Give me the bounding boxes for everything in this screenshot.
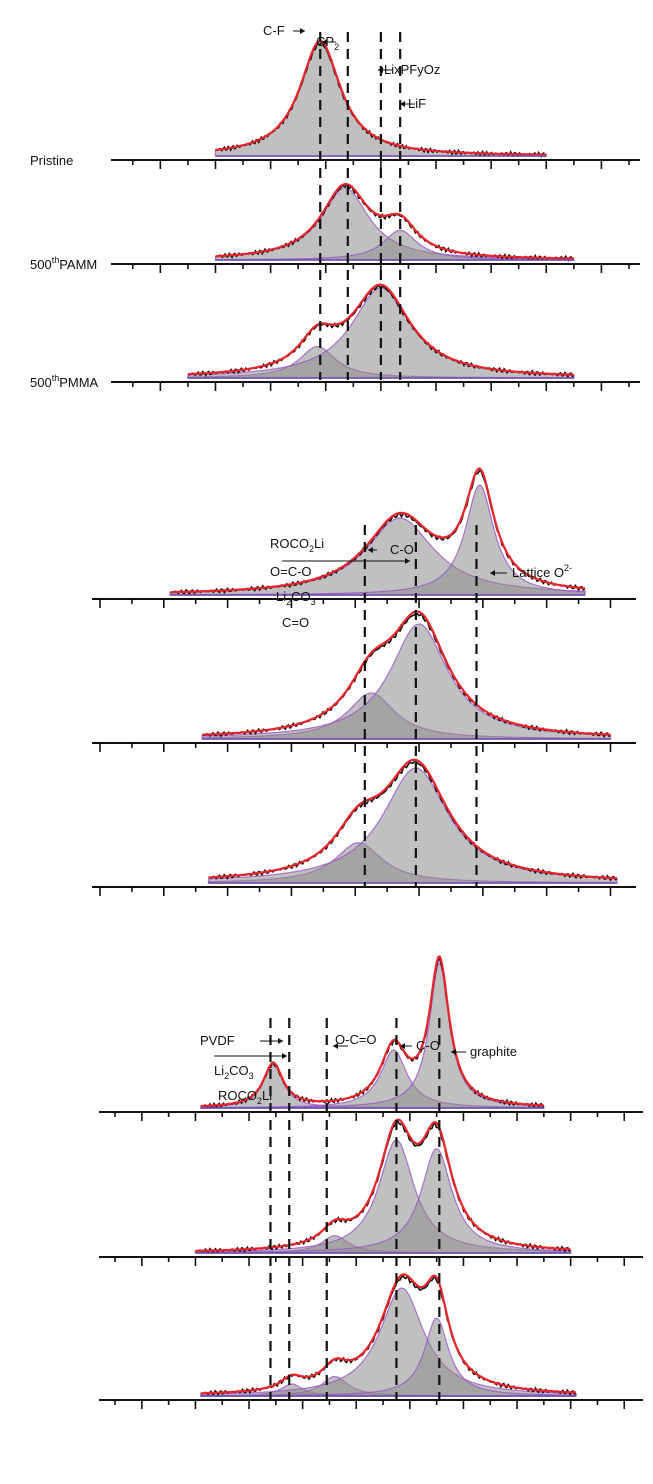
fit-envelope (202, 610, 611, 736)
peak-annotation: Li2CO3 (214, 1063, 254, 1081)
annotation-text: O=C-O (270, 564, 312, 579)
annotation-arrowhead (282, 1053, 287, 1059)
annotation-arrowhead (400, 1043, 405, 1049)
peak-annotation: Li2CO3 (276, 589, 316, 607)
annotation-text: graphite (470, 1044, 517, 1059)
sample-label-sup: th (52, 373, 60, 383)
annotation-text: C-F (263, 23, 285, 38)
sample-label-suffix: PAMM (59, 257, 97, 272)
sample-label-suffix: PMMA (59, 375, 98, 390)
annotation-arrowhead (400, 101, 405, 107)
annotation-text: O-C=O (335, 1032, 377, 1047)
annotation-arrowhead (490, 570, 495, 576)
peak-annotation: O-C=O (335, 1032, 377, 1047)
annotation-sub: 2 (224, 1071, 229, 1081)
annotation-sub: 2 (309, 544, 314, 554)
fit-envelope (170, 467, 586, 594)
fit-envelope (187, 283, 574, 376)
peak-annotation: Lattice O2- (512, 563, 572, 580)
annotation-tail: Li (314, 536, 324, 551)
peak-annotation: C-O (416, 1038, 440, 1053)
annotation-arrowhead (451, 1049, 456, 1055)
annotation-arrowhead (333, 1043, 338, 1049)
annotation-tail: Li (262, 1088, 272, 1103)
sample-label-sup: th (52, 255, 60, 265)
annotation-text: LixPFyOz (384, 62, 440, 77)
annotation-arrowhead (405, 558, 410, 564)
fit-envelope (200, 955, 544, 1108)
sample-label-number: 500 (30, 257, 52, 272)
fit-envelope (215, 183, 574, 260)
peak-annotation: LixPFyOz (384, 62, 440, 77)
component-peak (207, 767, 618, 884)
annotation-arrowhead (378, 67, 383, 73)
peak-annotation: PVDF (200, 1033, 235, 1048)
annotation-tail: CO (291, 589, 311, 604)
fit-envelope (208, 758, 617, 880)
component-peak (200, 1287, 577, 1397)
peak-annotation: O=C-O (270, 564, 312, 579)
peak-annotation: LiF (408, 96, 426, 111)
annotation-arrowhead (278, 1038, 283, 1044)
peak-annotation: graphite (470, 1044, 517, 1059)
sample-label-number: Pristine (30, 153, 73, 168)
annotation-sub: 2 (257, 1096, 262, 1106)
annotation-text: C=O (282, 615, 309, 630)
annotation-text: PVDF (200, 1033, 235, 1048)
annotation-sub2: 3 (311, 597, 316, 607)
panel-f1s: Pristine500thPAMM500thPMMAC-FCP2LixPFyOz… (30, 23, 640, 391)
annotation-text: ROCO (270, 536, 309, 551)
fit-envelope (200, 1273, 576, 1395)
annotation-text: Li (214, 1063, 224, 1078)
annotation-text: C-O (416, 1038, 440, 1053)
annotation-sup: 2- (564, 563, 572, 573)
peak-annotation: C=O (282, 615, 309, 630)
annotation-text: ROCO (218, 1088, 257, 1103)
component-peak (214, 229, 575, 261)
annotation-arrowhead (300, 28, 305, 34)
peak-annotation: C-F (263, 23, 285, 38)
annotation-arrowhead (322, 39, 327, 45)
peak-annotation: ROCO2Li (218, 1088, 272, 1106)
component-peak (194, 1147, 572, 1254)
peak-annotation: ROCO2Li (270, 536, 324, 554)
annotation-text: Li (276, 589, 286, 604)
sample-label-number: 500 (30, 375, 52, 390)
annotation-sub2: 3 (249, 1071, 254, 1081)
annotation-text: C-O (390, 542, 414, 557)
annotation-arrowhead (368, 547, 373, 553)
peak-annotation: C-O (390, 542, 414, 557)
annotation-text: Lattice O (512, 565, 564, 580)
annotation-text: LiF (408, 96, 426, 111)
sample-label: 500thPAMM (30, 255, 97, 272)
component-peak (201, 623, 612, 740)
fit-envelope (195, 1118, 571, 1252)
annotation-tail: CO (229, 1063, 249, 1078)
sample-label: 500thPMMA (30, 373, 99, 390)
annotation-sub: 2 (334, 42, 339, 52)
annotation-sub: 2 (286, 597, 291, 607)
sample-label: Pristine (30, 153, 73, 168)
